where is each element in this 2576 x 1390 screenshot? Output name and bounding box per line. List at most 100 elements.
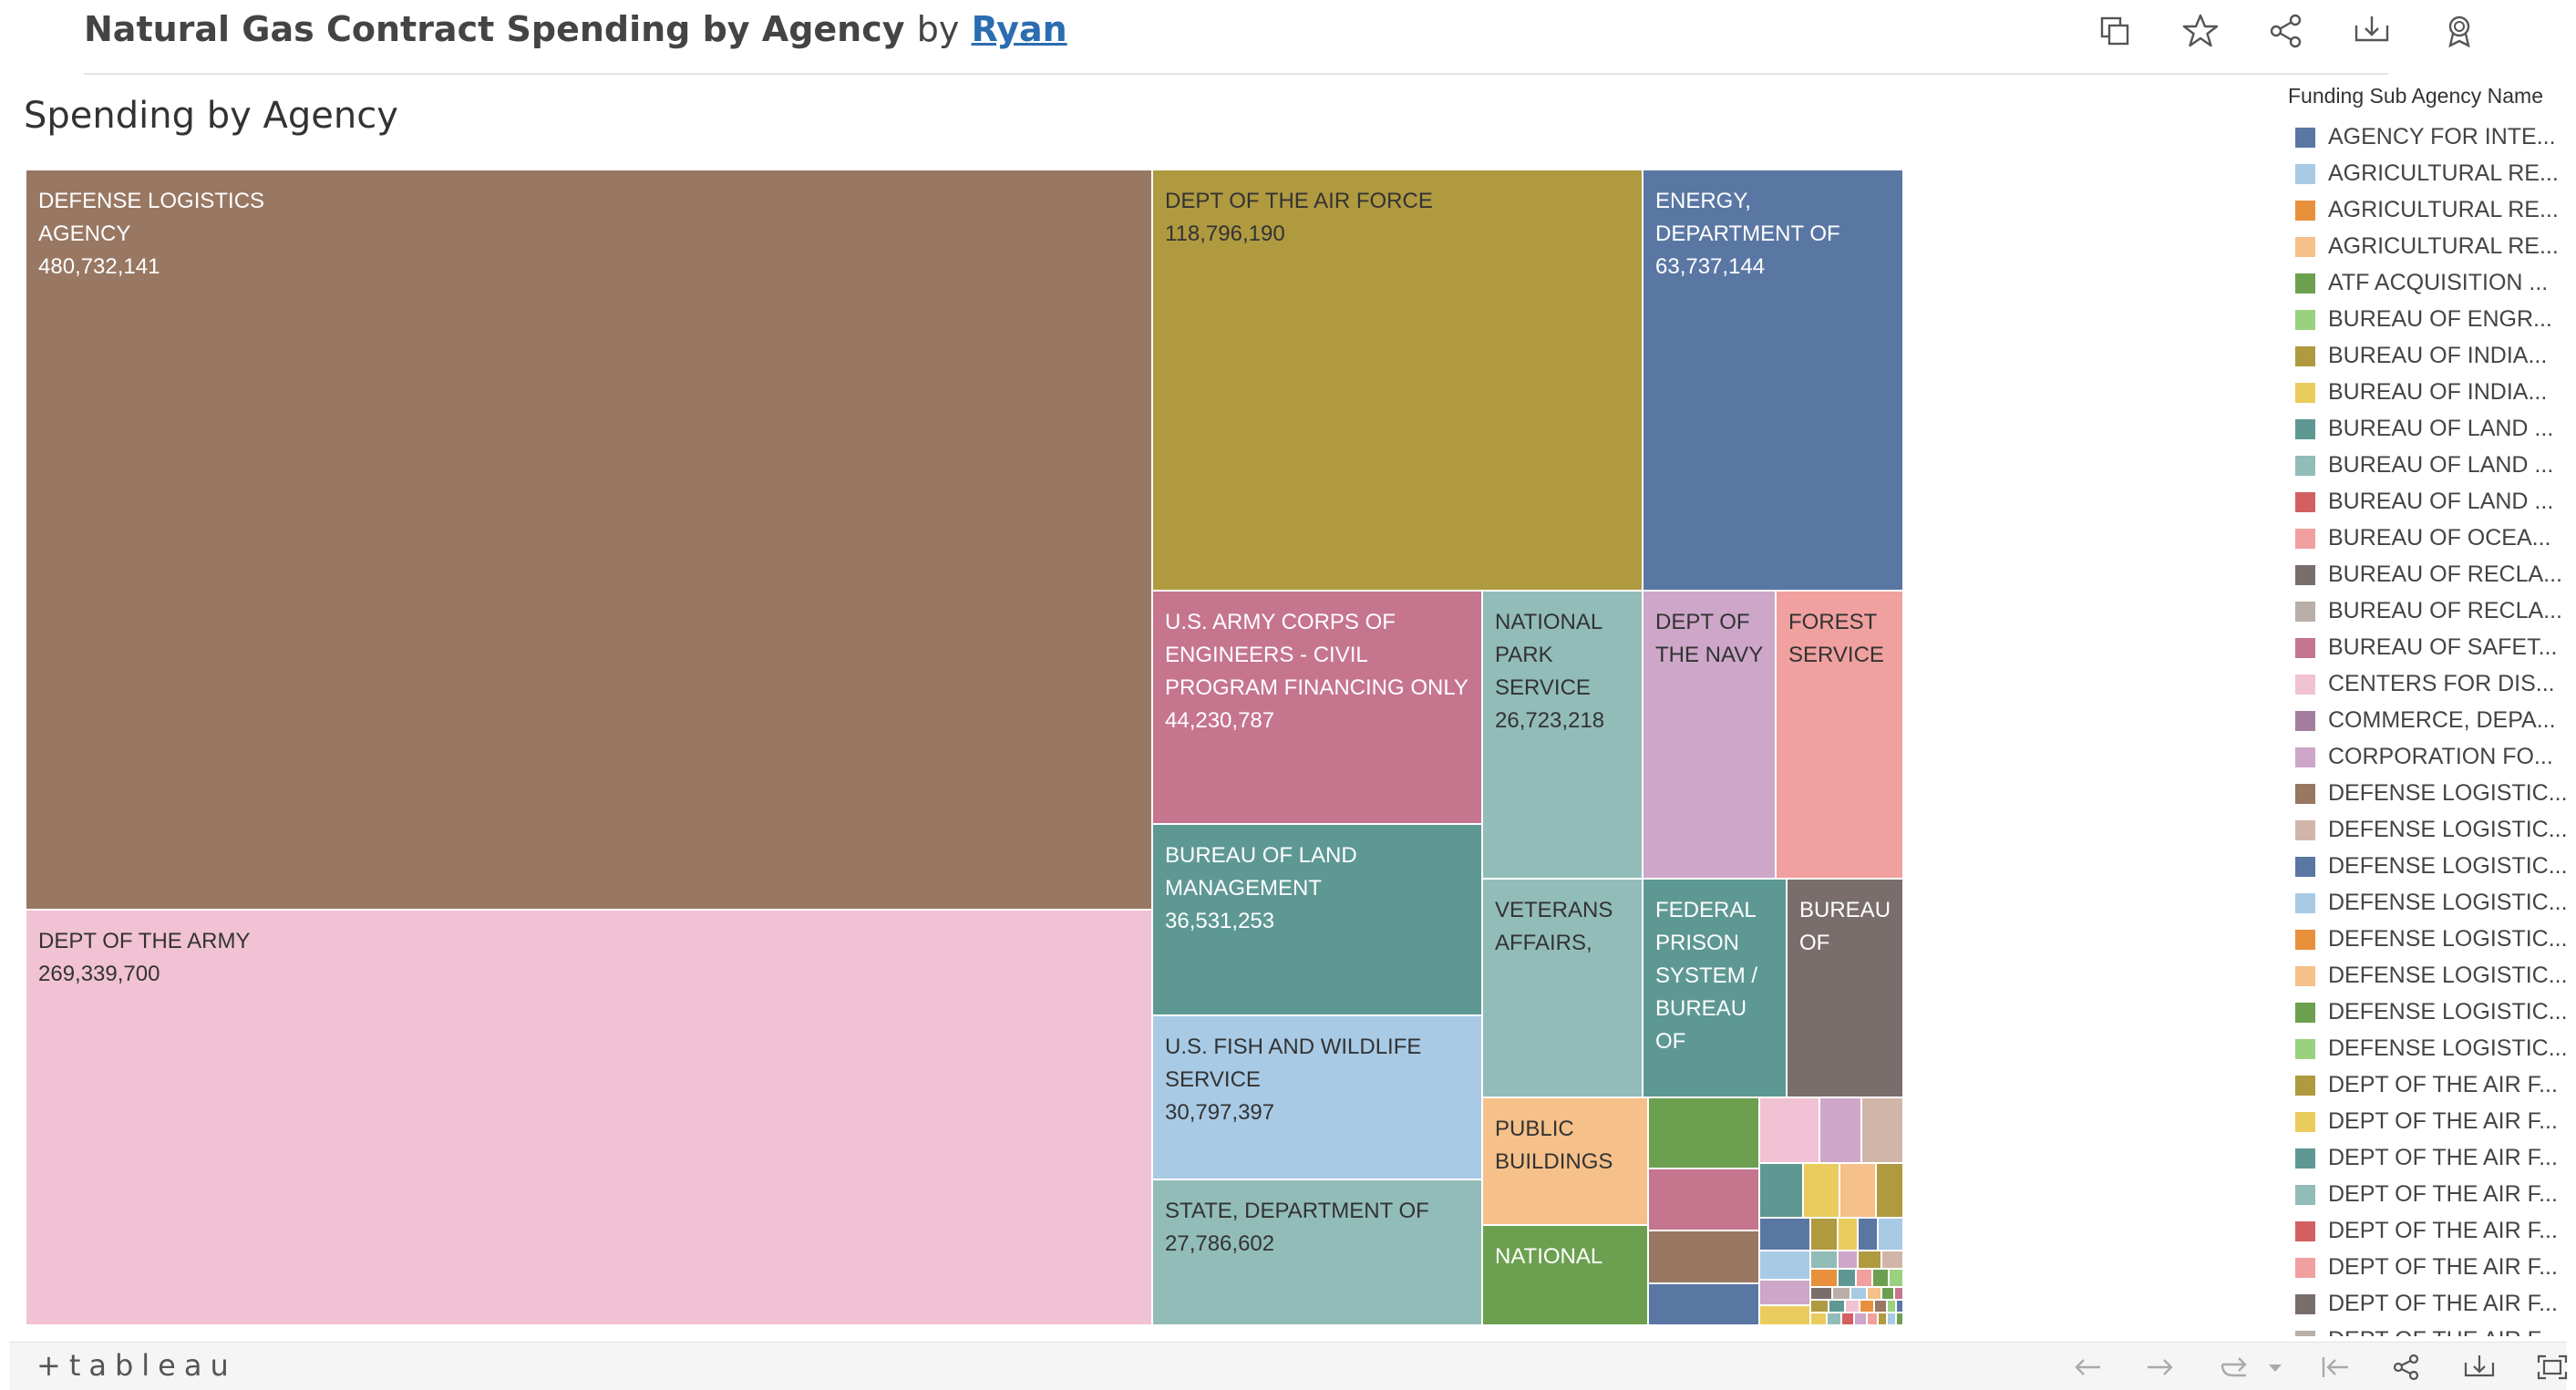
treemap-small-tile[interactable] bbox=[1873, 1299, 1888, 1313]
treemap-chart[interactable]: DEFENSE LOGISTICS AGENCY 480,732,141 DEPT O… bbox=[0, 0, 1914, 1340]
treemap-small-tile[interactable] bbox=[1859, 1299, 1875, 1313]
author-link[interactable]: Ryan bbox=[971, 9, 1067, 49]
reset-icon[interactable] bbox=[2319, 1354, 2352, 1381]
treemap-small-tile[interactable] bbox=[1647, 1168, 1760, 1231]
dropdown-icon[interactable] bbox=[2266, 1354, 2284, 1381]
treemap-tile[interactable]: BUREAU OF LAND MANAGEMENT 36,531,253 bbox=[1151, 823, 1483, 1016]
copy-icon[interactable] bbox=[2097, 13, 2133, 49]
treemap-small-tile[interactable] bbox=[1809, 1250, 1839, 1270]
treemap-tile-rect[interactable] bbox=[1151, 1179, 1483, 1326]
treemap-small-tile[interactable] bbox=[1837, 1250, 1859, 1270]
treemap-small-tile[interactable] bbox=[1895, 1299, 1904, 1313]
treemap-small-tile[interactable] bbox=[1758, 1250, 1811, 1281]
treemap-small-tile[interactable] bbox=[1809, 1286, 1833, 1301]
legend-item[interactable]: DEFENSE LOGISTIC... bbox=[2288, 957, 2568, 994]
treemap-small-tile[interactable] bbox=[1831, 1286, 1851, 1301]
treemap-small-tile[interactable] bbox=[1888, 1268, 1904, 1288]
treemap-small-tile[interactable] bbox=[1893, 1286, 1904, 1301]
treemap-small-tile[interactable] bbox=[1855, 1268, 1873, 1288]
legend-item[interactable]: BUREAU OF RECLA... bbox=[2288, 592, 2562, 629]
legend-item[interactable]: DEFENSE LOGISTIC... bbox=[2288, 921, 2568, 957]
footer-download-icon[interactable] bbox=[2463, 1354, 2496, 1381]
treemap-tile[interactable]: ENERGY, DEPARTMENT OF 63,737,144 bbox=[1642, 169, 1904, 592]
treemap-small-tile[interactable] bbox=[1837, 1217, 1859, 1251]
treemap-small-tile[interactable] bbox=[1880, 1250, 1904, 1270]
legend-item[interactable]: BUREAU OF INDIA... bbox=[2288, 337, 2561, 374]
color-legend[interactable]: Funding Sub Agency Name AGENCY FOR INTE.… bbox=[2288, 84, 2576, 1336]
treemap-small-tile[interactable] bbox=[1886, 1312, 1897, 1326]
treemap-small-tile[interactable] bbox=[1819, 1097, 1862, 1164]
treemap-small-tile[interactable] bbox=[1837, 1268, 1857, 1288]
treemap-tile[interactable]: FOREST SERVICE bbox=[1775, 590, 1904, 880]
legend-item[interactable]: ATF ACQUISITION ... bbox=[2288, 264, 2561, 301]
treemap-small-tile[interactable] bbox=[1828, 1299, 1846, 1313]
legend-item[interactable]: DEPT OF THE AIR F... bbox=[2288, 1322, 2561, 1336]
legend-item[interactable]: DEFENSE LOGISTIC... bbox=[2288, 1030, 2568, 1066]
treemap-tile[interactable]: DEPT OF THE NAVY bbox=[1642, 590, 1777, 880]
treemap-tile-rect[interactable] bbox=[1151, 590, 1483, 825]
treemap-tile[interactable]: DEFENSE LOGISTICS AGENCY 480,732,141 bbox=[25, 169, 1153, 911]
star-icon[interactable] bbox=[2182, 13, 2219, 49]
treemap-small-tile[interactable] bbox=[1809, 1268, 1839, 1288]
legend-item[interactable]: DEFENSE LOGISTIC... bbox=[2288, 994, 2568, 1030]
treemap-small-tile[interactable] bbox=[1877, 1312, 1888, 1326]
legend-item[interactable]: DEFENSE LOGISTIC... bbox=[2288, 848, 2568, 884]
fullscreen-icon[interactable] bbox=[2536, 1354, 2569, 1381]
treemap-tile[interactable]: FEDERAL PRISON SYSTEM / BUREAU OF bbox=[1642, 878, 1788, 1098]
legend-item[interactable]: DEPT OF THE AIR F... bbox=[2288, 1139, 2561, 1176]
legend-item[interactable]: DEPT OF THE AIR F... bbox=[2288, 1176, 2561, 1212]
legend-item[interactable]: COMMERCE, DEPA... bbox=[2288, 702, 2561, 738]
treemap-tile-rect[interactable] bbox=[1642, 169, 1904, 592]
treemap-small-tile[interactable] bbox=[1844, 1299, 1860, 1313]
legend-item[interactable]: BUREAU OF RECLA... bbox=[2288, 556, 2562, 592]
redo-icon[interactable] bbox=[2144, 1354, 2177, 1381]
treemap-tile[interactable]: STATE, DEPARTMENT OF 27,786,602 bbox=[1151, 1179, 1483, 1326]
legend-item[interactable]: DEPT OF THE AIR F... bbox=[2288, 1249, 2561, 1285]
legend-item[interactable]: AGRICULTURAL RE... bbox=[2288, 228, 2561, 264]
treemap-small-tile[interactable] bbox=[1647, 1282, 1760, 1326]
treemap-tile[interactable]: VETERANS AFFAIRS, bbox=[1481, 878, 1643, 1098]
treemap-tile-rect[interactable] bbox=[1481, 1224, 1649, 1326]
treemap-small-tile[interactable] bbox=[1857, 1217, 1879, 1251]
treemap-small-tile[interactable] bbox=[1860, 1097, 1904, 1164]
legend-item[interactable]: BUREAU OF LAND ... bbox=[2288, 410, 2561, 447]
legend-item[interactable]: DEPT OF THE AIR F... bbox=[2288, 1103, 2561, 1139]
treemap-tile[interactable]: NATIONAL PARK SERVICE 26,723,218 bbox=[1481, 590, 1643, 880]
treemap-tile-rect[interactable] bbox=[1642, 878, 1788, 1098]
treemap-small-tile[interactable] bbox=[1866, 1286, 1882, 1301]
tableau-logo[interactable]: +tableau bbox=[36, 1348, 237, 1383]
treemap-small-tile[interactable] bbox=[1758, 1097, 1820, 1164]
treemap-small-tile[interactable] bbox=[1758, 1217, 1811, 1251]
treemap-small-tile[interactable] bbox=[1857, 1250, 1882, 1270]
legend-item[interactable]: AGRICULTURAL RE... bbox=[2288, 191, 2561, 228]
treemap-small-tile[interactable] bbox=[1758, 1279, 1811, 1306]
download-icon[interactable] bbox=[2354, 13, 2390, 49]
undo-icon[interactable] bbox=[2071, 1354, 2104, 1381]
legend-item[interactable]: DEFENSE LOGISTIC... bbox=[2288, 884, 2568, 921]
treemap-tile-rect[interactable] bbox=[1481, 878, 1643, 1098]
treemap-small-tile[interactable] bbox=[1853, 1312, 1868, 1326]
treemap-small-tile[interactable] bbox=[1809, 1312, 1828, 1326]
treemap-tile-rect[interactable] bbox=[1775, 590, 1904, 880]
legend-item[interactable]: BUREAU OF SAFET... bbox=[2288, 629, 2561, 665]
treemap-small-tile[interactable] bbox=[1840, 1312, 1855, 1326]
footer-share-icon[interactable] bbox=[2390, 1354, 2423, 1381]
legend-item[interactable]: BUREAU OF LAND ... bbox=[2288, 447, 2561, 483]
treemap-small-tile[interactable] bbox=[1758, 1162, 1804, 1219]
legend-item[interactable]: DEPT OF THE AIR F... bbox=[2288, 1212, 2561, 1249]
treemap-small-tile[interactable] bbox=[1839, 1162, 1877, 1219]
legend-item[interactable]: BUREAU OF OCEA... bbox=[2288, 520, 2561, 556]
treemap-small-tile[interactable] bbox=[1877, 1217, 1904, 1251]
treemap-tile-rect[interactable] bbox=[1151, 823, 1483, 1016]
legend-item[interactable]: CORPORATION FO... bbox=[2288, 738, 2561, 775]
legend-item[interactable]: DEFENSE LOGISTIC... bbox=[2288, 811, 2568, 848]
legend-item[interactable]: BUREAU OF INDIA... bbox=[2288, 374, 2561, 410]
treemap-small-tile[interactable] bbox=[1880, 1286, 1895, 1301]
legend-item[interactable]: DEPT OF THE AIR F... bbox=[2288, 1066, 2561, 1103]
treemap-small-tile[interactable] bbox=[1647, 1230, 1760, 1284]
treemap-tile-rect[interactable] bbox=[1481, 590, 1643, 880]
treemap-tile-rect[interactable] bbox=[25, 909, 1153, 1326]
treemap-tile[interactable]: DEPT OF THE ARMY 269,339,700 bbox=[25, 909, 1153, 1326]
treemap-tile-rect[interactable] bbox=[1481, 1097, 1649, 1226]
legend-item[interactable]: BUREAU OF ENGR... bbox=[2288, 301, 2561, 337]
